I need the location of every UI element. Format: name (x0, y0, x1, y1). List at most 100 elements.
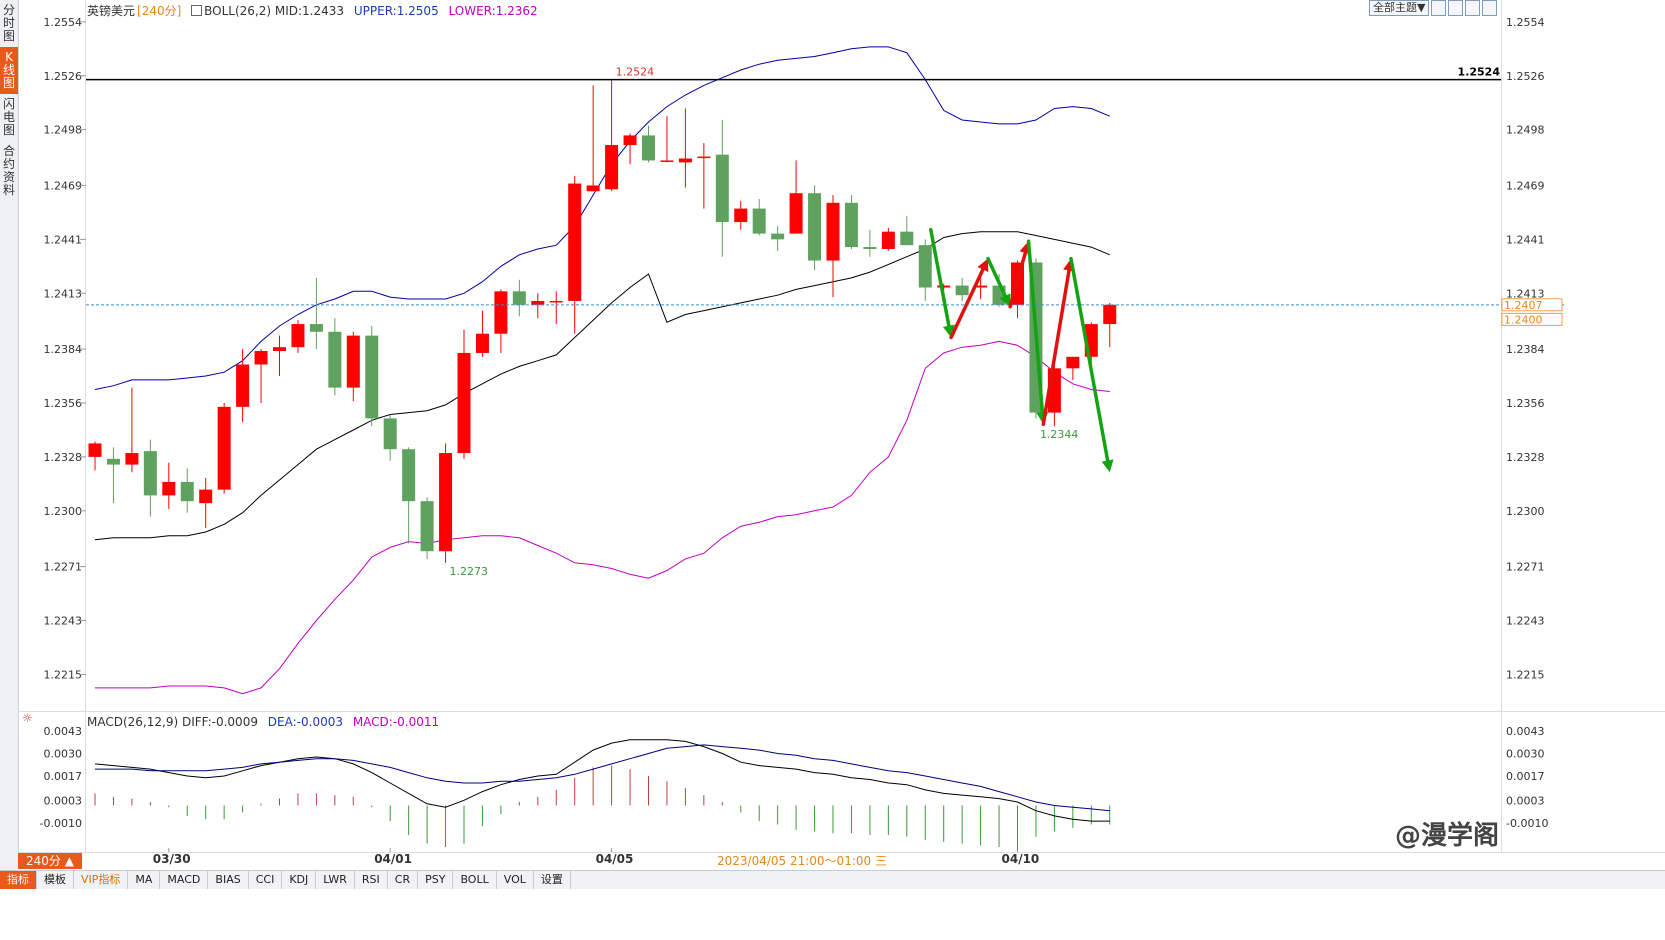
trend-arrow-head (977, 258, 989, 273)
candle-down[interactable] (863, 247, 877, 249)
candle-up[interactable] (697, 156, 711, 159)
symbol-name: 英镑美元 (87, 4, 136, 18)
tab-cci[interactable]: CCI (249, 871, 283, 889)
candle-up[interactable] (789, 193, 803, 234)
theme-dropdown[interactable]: 全部主题▼ (1369, 0, 1430, 16)
chart-header: 英镑美元 [240分] BOLL(26,2) MID:1.2433 UPPER:1… (87, 2, 544, 19)
layout-icon[interactable] (1431, 0, 1447, 16)
candle-down[interactable] (402, 449, 416, 502)
window-icon[interactable] (1482, 0, 1498, 16)
candle-up[interactable] (1103, 304, 1117, 325)
tab-timeshare[interactable]: 分时图 (2, 3, 15, 43)
candle-down[interactable] (752, 208, 766, 234)
tab-contract-info[interactable]: 合约资料 (2, 144, 15, 197)
candle-down[interactable] (180, 481, 194, 502)
candle-up[interactable] (457, 352, 471, 454)
candle-down[interactable] (715, 154, 729, 223)
candle-up[interactable] (531, 300, 545, 305)
price-tick-right: 1.2328 (1506, 451, 1545, 464)
tab-vol[interactable]: VOL (497, 871, 534, 889)
tab-lwr[interactable]: LWR (316, 871, 355, 889)
tab-boll[interactable]: BOLL (453, 871, 497, 889)
candle-up[interactable] (568, 183, 582, 301)
candle-down[interactable] (143, 451, 157, 496)
candle-up[interactable] (605, 145, 619, 190)
candle-down[interactable] (918, 245, 932, 288)
candle-up[interactable] (678, 158, 692, 163)
trend-arrow (929, 228, 951, 328)
current-price-box (1501, 312, 1563, 326)
timeframe-selector[interactable]: 240分 ▲ (18, 853, 82, 869)
candle-up[interactable] (162, 481, 176, 496)
tab-kdj[interactable]: KDJ (282, 871, 317, 889)
tab-kline[interactable]: K线图 (0, 47, 18, 94)
price-tick-left: 1.2413 (44, 287, 83, 300)
candle-up[interactable] (254, 351, 268, 365)
pane-divider (18, 711, 1665, 712)
boll-icon[interactable] (191, 5, 203, 16)
candle-up[interactable] (475, 333, 489, 353)
tab-rsi[interactable]: RSI (355, 871, 388, 889)
candle-up[interactable] (826, 202, 840, 261)
boll-mid-label: BOLL(26,2) MID:1.2433 (204, 4, 345, 18)
settings-gear-icon[interactable]: ☼ (22, 711, 33, 725)
candle-down[interactable] (328, 331, 342, 388)
candle-up[interactable] (236, 364, 250, 407)
candle-up[interactable] (586, 185, 600, 192)
price-tick-right: 1.2384 (1506, 343, 1545, 356)
candle-up[interactable] (199, 489, 213, 504)
price-tick-right: 1.2243 (1506, 615, 1545, 628)
table-icon[interactable] (1465, 0, 1481, 16)
left-axis-divider (85, 0, 86, 852)
candle-up[interactable] (660, 160, 674, 162)
tab-macd[interactable]: MACD (160, 871, 209, 889)
trend-arrow (949, 267, 985, 340)
candle-down[interactable] (955, 285, 969, 296)
candle-up[interactable] (549, 300, 563, 303)
macd-tick-left: 0.0003 (44, 794, 83, 807)
tab-psy[interactable]: PSY (418, 871, 454, 889)
candle-up[interactable] (1066, 356, 1080, 369)
candle-down[interactable] (365, 335, 379, 419)
candle-up[interactable] (734, 208, 748, 223)
macd-tick-right: 0.0017 (1506, 770, 1545, 783)
candle-down[interactable] (900, 231, 914, 246)
tab-indicators[interactable]: 指标 (0, 871, 37, 889)
macd-tick-left: 0.0030 (44, 748, 83, 761)
candle-down[interactable] (420, 501, 434, 552)
price-tick-right: 1.2441 (1506, 233, 1545, 246)
candle-up[interactable] (881, 231, 895, 249)
macd-tick-right: -0.0010 (1506, 817, 1548, 830)
left-sidebar: 分时图 K线图 闪电图 合约资料 (0, 0, 19, 870)
candle-up[interactable] (273, 347, 286, 352)
candle-down[interactable] (642, 135, 655, 161)
candle-down[interactable] (309, 324, 323, 332)
tab-bias[interactable]: BIAS (208, 871, 249, 889)
price-tick-right: 1.2554 (1506, 16, 1545, 29)
tab-settings[interactable]: 设置 (534, 871, 571, 889)
tab-vip-indicators[interactable]: VIP指标 (74, 871, 129, 889)
candle-up[interactable] (439, 453, 453, 552)
candle-up[interactable] (346, 335, 360, 388)
candle-up[interactable] (88, 443, 102, 457)
candle-up[interactable] (494, 291, 508, 334)
candle-down[interactable] (808, 193, 822, 261)
candle-down[interactable] (106, 458, 120, 465)
candle-down[interactable] (844, 202, 858, 248)
candle-up[interactable] (974, 285, 988, 288)
tab-templates[interactable]: 模板 (37, 871, 74, 889)
candle-up[interactable] (217, 406, 231, 490)
candle-down[interactable] (512, 291, 526, 305)
grid-icon[interactable] (1448, 0, 1464, 16)
tab-cr[interactable]: CR (388, 871, 419, 889)
price-tick-left: 1.2328 (44, 451, 83, 464)
tab-flash[interactable]: 闪电图 (2, 97, 15, 137)
tab-ma[interactable]: MA (128, 871, 161, 889)
candle-down[interactable] (771, 233, 785, 240)
candle-up[interactable] (125, 453, 139, 465)
candle-up[interactable] (937, 285, 951, 288)
candle-down[interactable] (383, 418, 397, 450)
candle-up[interactable] (623, 135, 637, 146)
candle-up[interactable] (291, 324, 305, 348)
